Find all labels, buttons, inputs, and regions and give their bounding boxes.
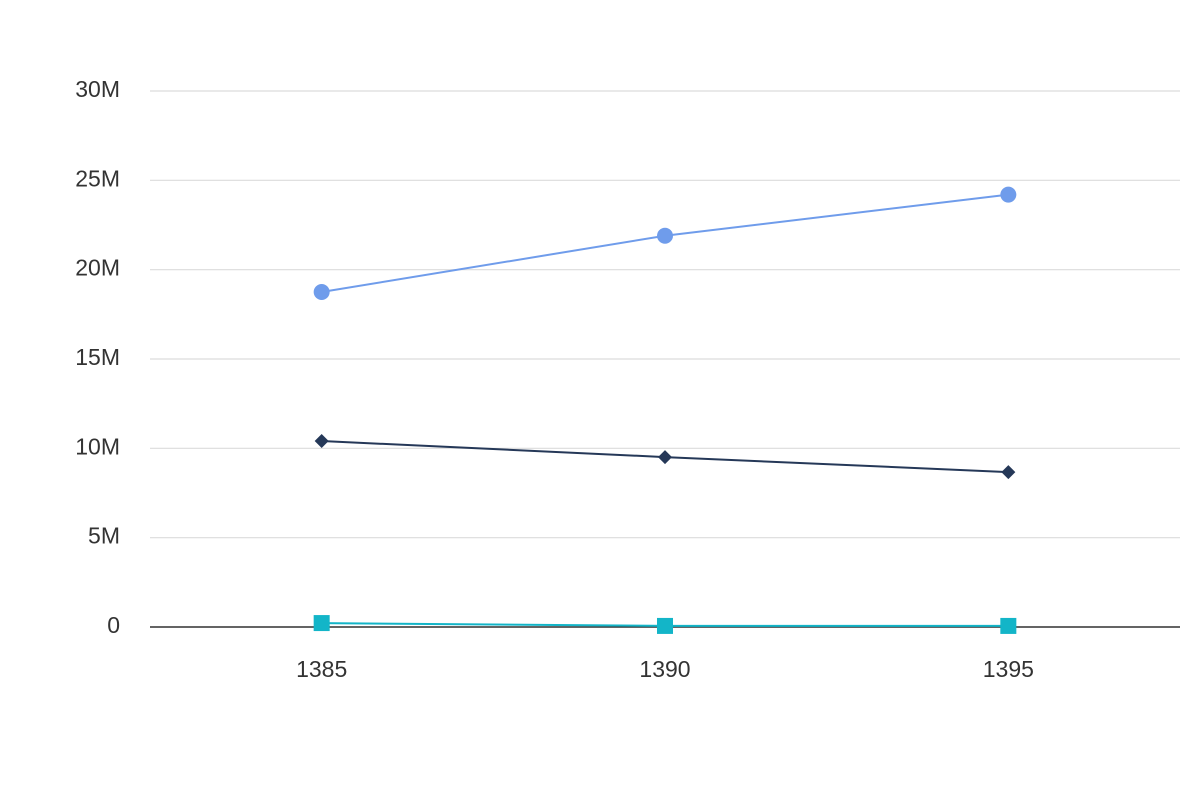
y-tick-label: 25M [75,165,120,191]
point [657,617,673,634]
x-tick-label: 1385 [296,656,347,682]
point [1000,186,1017,203]
y-tick-label: 10M [75,433,120,459]
point [314,434,329,449]
x-tick-label: 1395 [983,656,1034,682]
y-tick-label: 20M [75,255,120,281]
x-tick-label: 1390 [639,656,690,682]
point [313,284,330,300]
y-tick-label: 5M [88,523,120,549]
point [657,227,673,244]
point [313,615,330,632]
point [658,450,672,465]
y-tick-label: 0 [107,612,120,638]
y-tick-label: 15M [75,344,120,370]
y-tick-label: 30M [75,76,120,102]
point [1001,465,1016,480]
point [1000,617,1017,634]
